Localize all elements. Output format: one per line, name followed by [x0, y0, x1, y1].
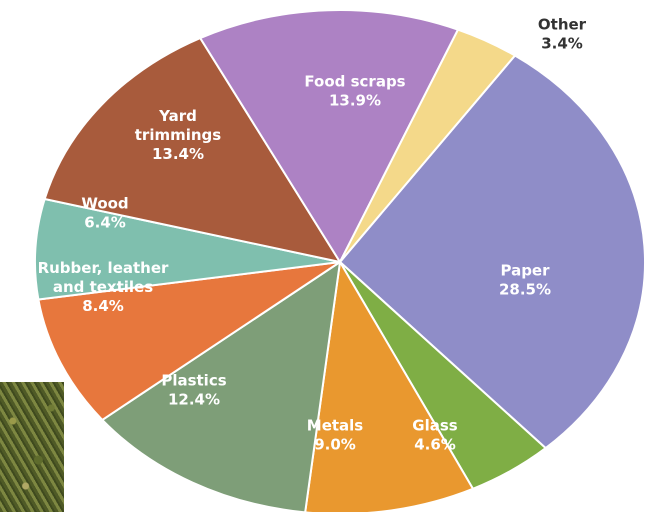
slice-label-line: 6.4%: [84, 214, 126, 232]
slice-label-line: Metals: [307, 417, 364, 435]
slice-label-line: trimmings: [135, 126, 222, 144]
slice-label-metals: Metals 9.0%: [307, 417, 364, 454]
slice-label-line: Other: [538, 16, 587, 34]
slice-label-line: 9.0%: [314, 436, 356, 454]
slice-label-yard-trimmings: Yard trimmings 13.4%: [135, 107, 222, 163]
slice-label-wood: Wood 6.4%: [81, 195, 128, 232]
slice-label-line: 3.4%: [541, 35, 583, 53]
pie-labels: Paper 28.5% Glass 4.6% Metals 9.0% Plastics 12.…: [38, 16, 587, 454]
pie-slice-wood: [34, 197, 341, 301]
pie-slices: [34, 9, 646, 512]
slice-label-line: Food scraps: [304, 73, 405, 91]
slice-label-line: Paper: [500, 262, 550, 280]
slice-label-line: 13.9%: [329, 92, 381, 110]
pie-slice-paper: [338, 54, 646, 450]
pie-slice-plastics: [100, 259, 342, 512]
slice-label-line: 13.4%: [152, 145, 204, 163]
slice-label-line: 12.4%: [168, 391, 220, 409]
slice-label-line: Rubber, leather: [38, 259, 169, 277]
slice-label-line: Glass: [412, 417, 458, 435]
pie-slice-rubber-leather-and-textiles: [37, 261, 341, 422]
pie-slice-yard-trimmings: [43, 36, 343, 264]
grass-photo-image: [0, 382, 66, 512]
slice-label-line: Yard: [158, 107, 197, 125]
slice-label-other: Other 3.4%: [538, 16, 587, 53]
pie-slice-other: [339, 28, 517, 263]
pie-slice-metals: [304, 259, 475, 512]
pie-slice-food-scraps: [198, 9, 460, 265]
slice-label-line: Plastics: [161, 372, 226, 390]
slice-label-plastics: Plastics 12.4%: [161, 372, 226, 409]
slice-label-glass: Glass 4.6%: [412, 417, 458, 454]
slice-label-line: 28.5%: [499, 281, 551, 299]
slice-label-line: 8.4%: [82, 297, 124, 315]
slice-label-line: and textiles: [53, 278, 153, 296]
slice-label-food-scraps: Food scraps 13.9%: [304, 73, 405, 110]
slice-label-line: Wood: [81, 195, 128, 213]
slice-label-rubber-leather-and-textiles: Rubber, leather and textiles 8.4%: [38, 259, 169, 315]
slice-label-paper: Paper 28.5%: [499, 262, 551, 299]
slice-label-line: 4.6%: [414, 436, 456, 454]
